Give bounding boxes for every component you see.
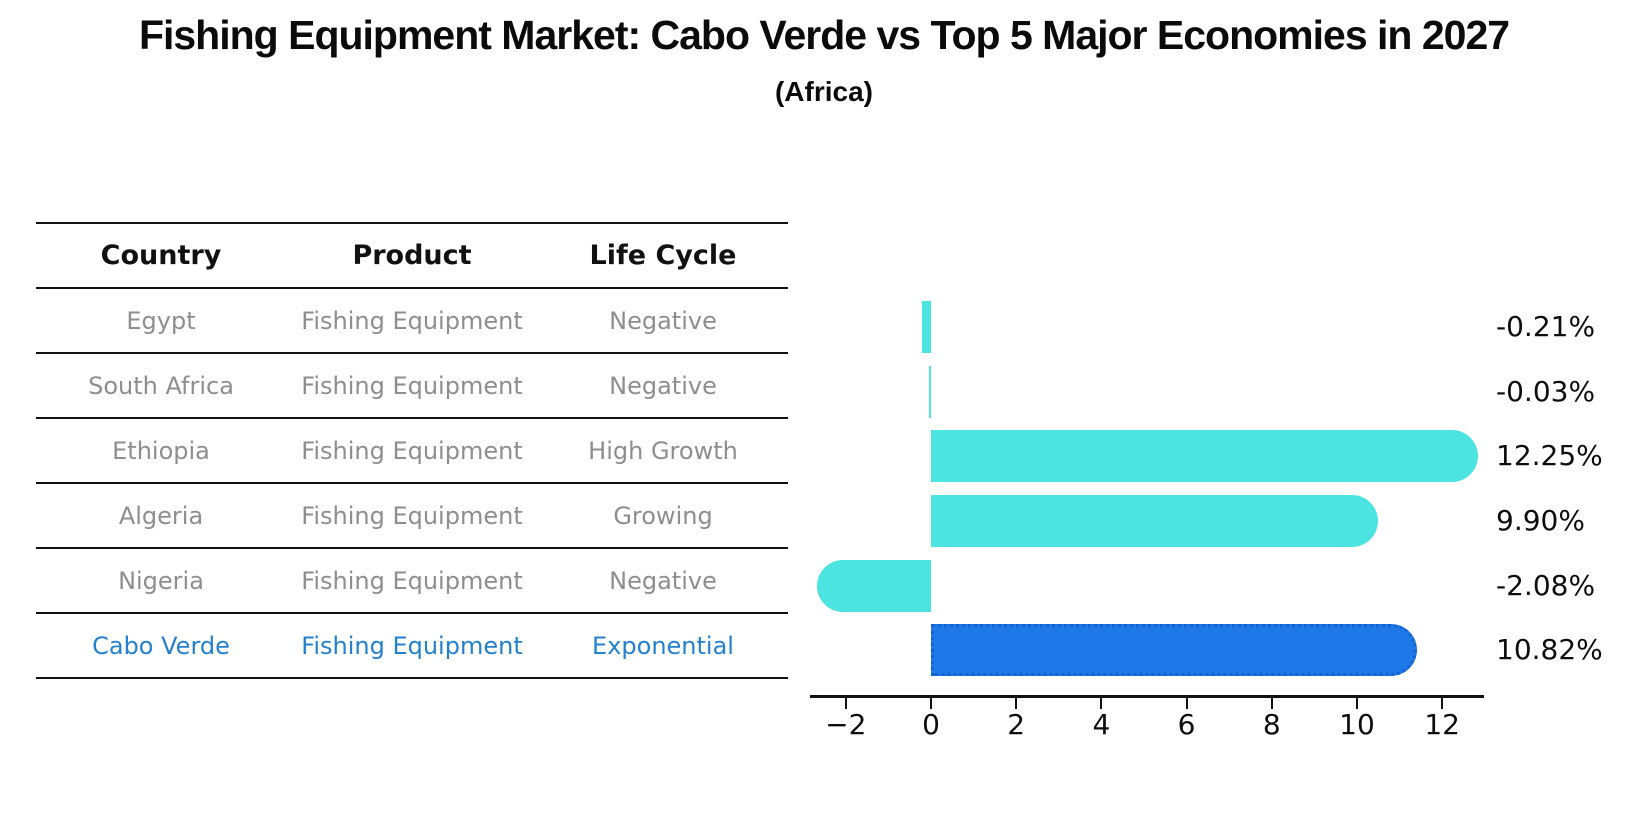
bar-algeria xyxy=(931,495,1378,547)
table-cell-life-cycle: Negative xyxy=(609,306,717,335)
table-header-cell-product: Product xyxy=(352,240,472,271)
value-label-ethiopia: 12.25% xyxy=(1496,439,1603,472)
table-row-egypt: Egypt Fishing Equipment Negative xyxy=(36,289,788,354)
page-title: Fishing Equipment Market: Cabo Verde vs … xyxy=(138,12,1510,58)
table-header-cell-country: Country xyxy=(100,240,222,271)
table-cell-product: Fishing Equipment xyxy=(301,631,523,660)
bar-cabo-verde xyxy=(931,624,1417,676)
page-subtitle: (Africa) xyxy=(774,76,873,107)
x-axis-tick-label: −2 xyxy=(825,708,867,741)
x-axis-tick xyxy=(930,698,932,709)
x-axis-tick-label: 6 xyxy=(1177,708,1196,741)
x-axis-tick xyxy=(1100,698,1103,709)
x-axis-tick-label: 10 xyxy=(1339,708,1375,741)
x-axis-tick-label: 8 xyxy=(1262,708,1281,741)
x-axis-tick xyxy=(1441,698,1444,709)
value-label-egypt: -0.21% xyxy=(1496,310,1596,343)
x-axis-line xyxy=(810,695,1484,698)
table-cell-product: Fishing Equipment xyxy=(301,436,523,465)
x-axis-tick xyxy=(1015,698,1018,709)
table-cell-product: Fishing Equipment xyxy=(301,371,523,400)
table-cell-life-cycle: Negative xyxy=(609,371,717,400)
bar-south-africa xyxy=(929,366,931,418)
table-cell-country: Cabo Verde xyxy=(92,631,230,660)
table-cell-country: South Africa xyxy=(88,371,234,400)
table-cell-product: Fishing Equipment xyxy=(301,306,523,335)
value-label-south-africa: -0.03% xyxy=(1496,375,1596,408)
table-row-south-africa: South Africa Fishing Equipment Negative xyxy=(36,354,788,419)
bar-nigeria xyxy=(817,560,931,612)
x-axis-tick xyxy=(1356,698,1358,709)
x-axis-tick-label: 4 xyxy=(1092,708,1111,741)
table-cell-life-cycle: Growing xyxy=(613,501,713,530)
x-axis-tick-label: 0 xyxy=(922,708,940,741)
table-cell-product: Fishing Equipment xyxy=(301,566,523,595)
value-label-algeria: 9.90% xyxy=(1496,504,1585,537)
table-cell-country: Ethiopia xyxy=(112,436,210,465)
bar-egypt xyxy=(922,301,931,353)
table-header-row: Country Product Life Cycle xyxy=(36,224,788,289)
table-cell-life-cycle: Negative xyxy=(609,566,717,595)
table-row-nigeria: Nigeria Fishing Equipment Negative xyxy=(36,549,788,614)
value-label-cabo-verde: 10.82% xyxy=(1496,633,1603,666)
x-axis-tick xyxy=(1185,698,1188,709)
x-axis-tick-label: 12 xyxy=(1424,708,1460,741)
table-cell-life-cycle: Exponential xyxy=(592,631,734,660)
table-row-cabo-verde: Cabo Verde Fishing Equipment Exponential xyxy=(36,614,788,679)
x-axis-tick-label: 2 xyxy=(1007,708,1026,741)
table-header-cell-life-cycle: Life Cycle xyxy=(589,240,737,271)
x-axis-tick xyxy=(1270,698,1273,709)
market-table: Country Product Life Cycle Egypt Fishing Equ… xyxy=(36,222,788,679)
table-cell-country: Algeria xyxy=(118,501,204,530)
bar-ethiopia xyxy=(931,430,1478,482)
table-row-ethiopia: Ethiopia Fishing Equipment High Growth xyxy=(36,419,788,484)
table-cell-life-cycle: High Growth xyxy=(588,436,738,465)
table-cell-product: Fishing Equipment xyxy=(301,501,523,530)
table-row-algeria: Algeria Fishing Equipment Growing xyxy=(36,484,788,549)
table-cell-country: Egypt xyxy=(126,306,196,335)
value-label-nigeria: -2.08% xyxy=(1496,569,1596,602)
table-cell-country: Nigeria xyxy=(118,566,204,595)
x-axis-tick xyxy=(844,698,847,709)
